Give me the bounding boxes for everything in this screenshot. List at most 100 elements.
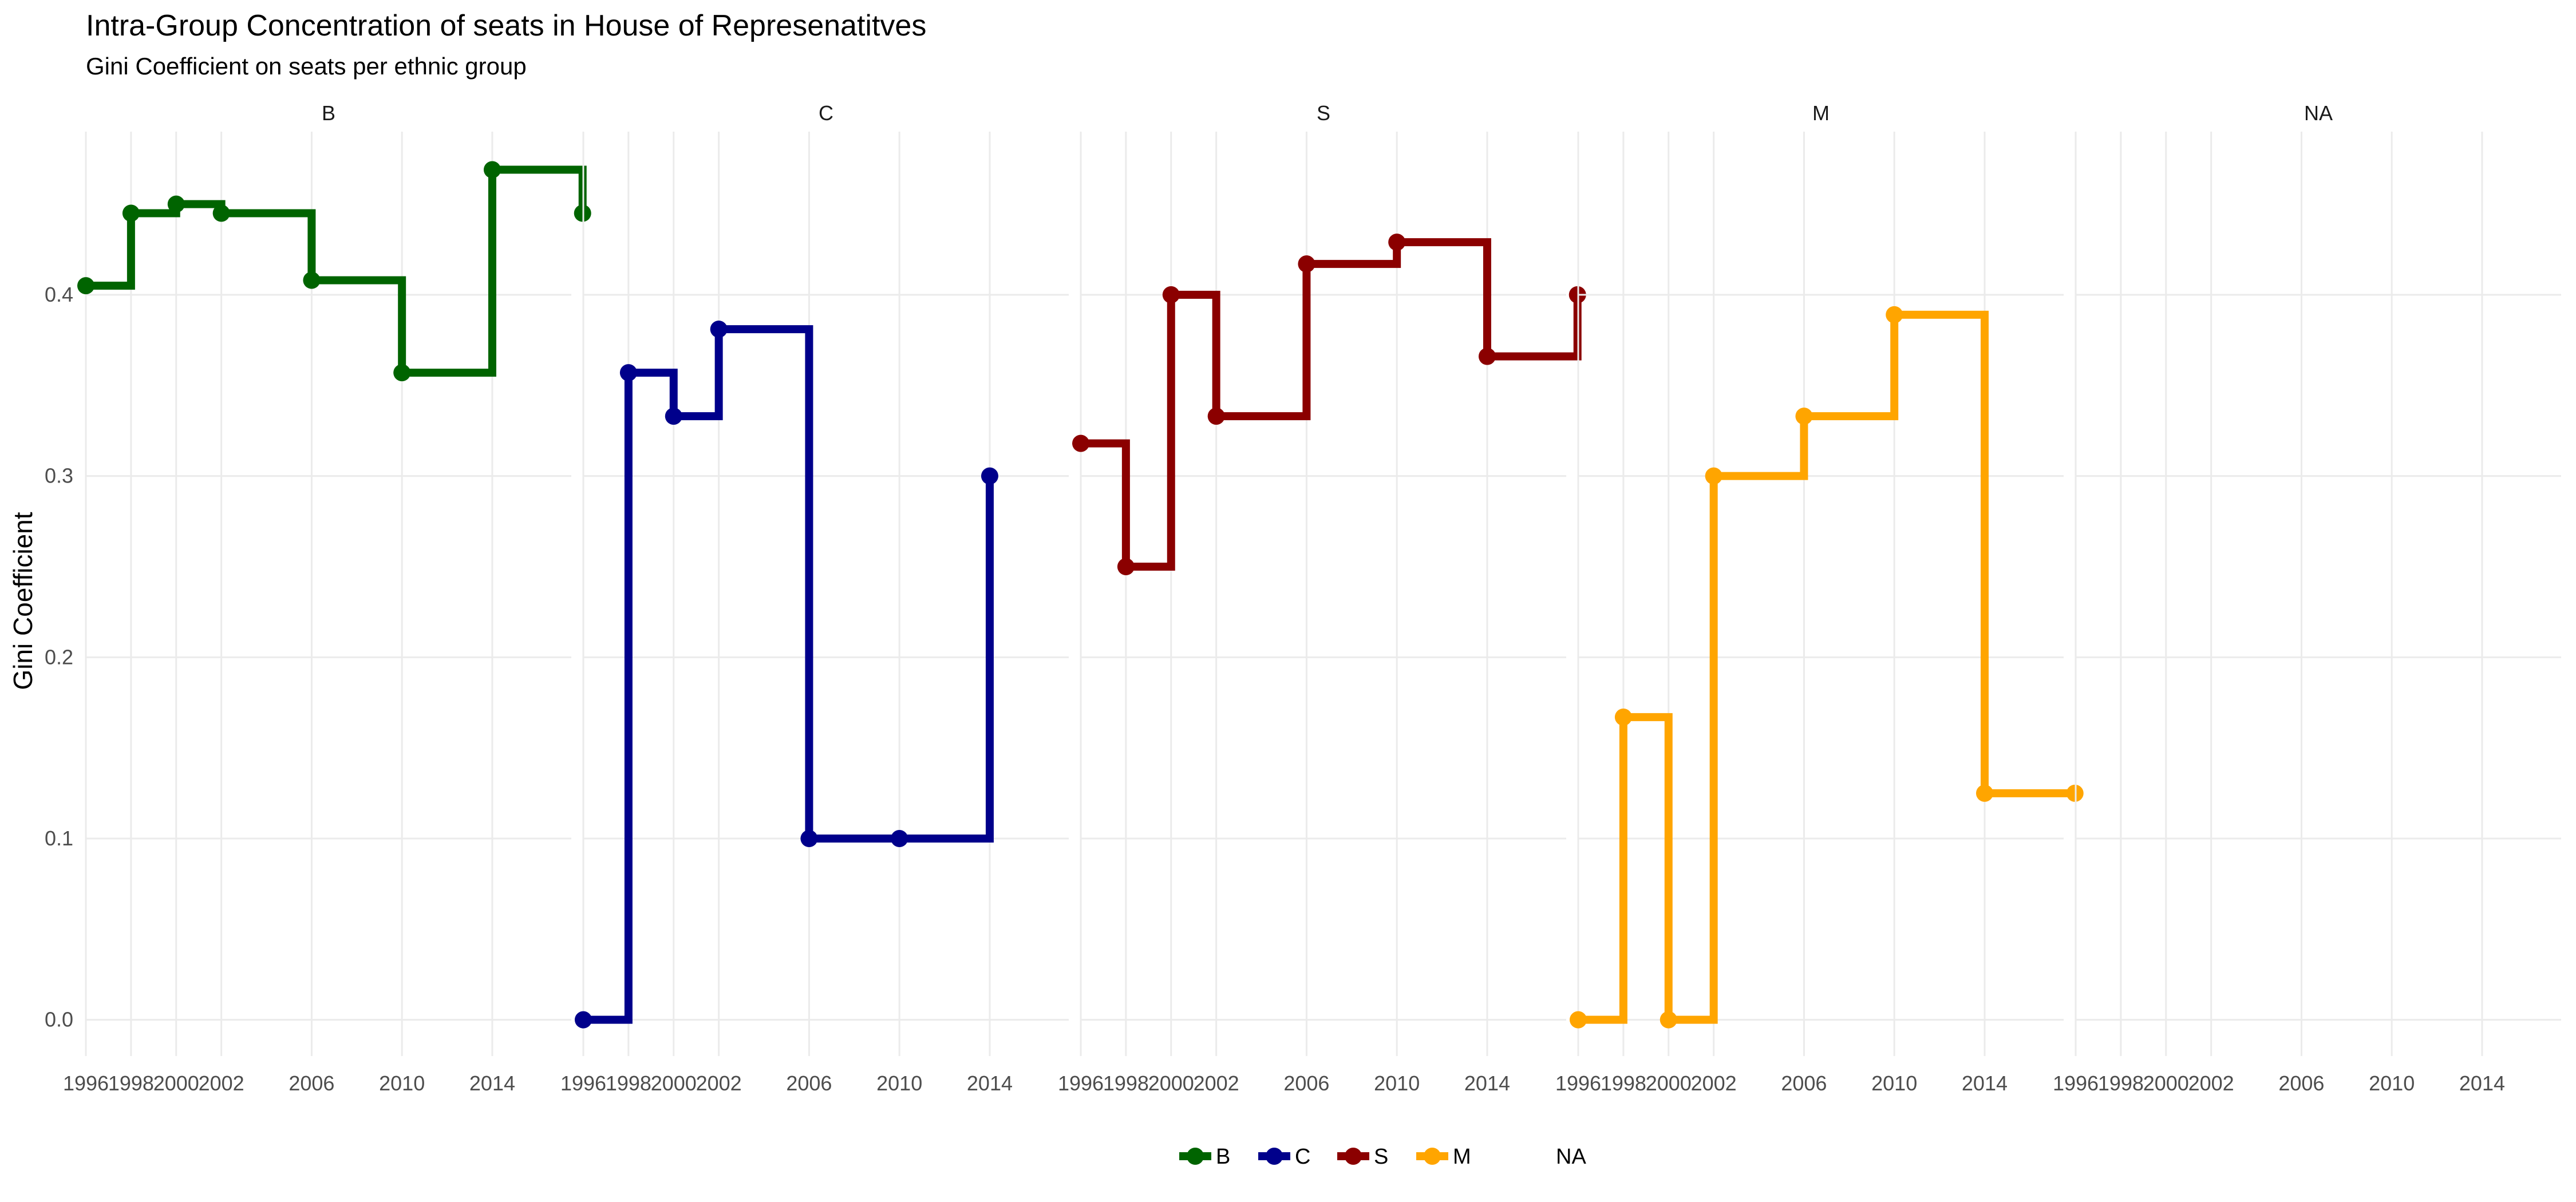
data-point xyxy=(393,364,411,382)
legend-item-m: M xyxy=(1416,1145,1471,1169)
data-point xyxy=(303,271,321,289)
y-tick-label: 0.3 xyxy=(45,464,73,488)
y-tick-label: 0.0 xyxy=(45,1008,73,1031)
y-axis-label: Gini Coefficient xyxy=(8,512,38,690)
x-tick-label: 2002 xyxy=(1194,1071,1239,1095)
legend-item-s: S xyxy=(1337,1145,1388,1169)
data-point xyxy=(575,1011,592,1029)
series-step-line xyxy=(1578,310,2075,1024)
data-point xyxy=(1478,347,1496,365)
chart-subtitle: Gini Coefficient on seats per ethnic gro… xyxy=(86,53,527,80)
series-step-line xyxy=(1081,238,1582,571)
x-tick-label: 2000 xyxy=(1148,1071,1194,1095)
legend-label: NA xyxy=(1556,1145,1586,1169)
x-tick-label: 2006 xyxy=(2278,1071,2324,1095)
data-point xyxy=(981,467,998,485)
x-tick-label: 2010 xyxy=(2369,1071,2415,1095)
data-point xyxy=(800,830,818,847)
legend-item-c: C xyxy=(1258,1145,1310,1169)
x-tick-label: 2010 xyxy=(1374,1071,1420,1095)
data-point xyxy=(710,321,728,338)
legend-key-point xyxy=(1187,1148,1204,1165)
x-tick-label: 1998 xyxy=(2098,1071,2144,1095)
data-point xyxy=(122,204,140,222)
y-tick-label: 0.1 xyxy=(45,827,73,850)
data-point xyxy=(891,830,908,847)
x-tick-label: 2014 xyxy=(1962,1071,2008,1095)
data-point xyxy=(1162,286,1180,303)
facet-strip-label: S xyxy=(1317,101,1330,125)
data-point xyxy=(1976,784,1993,802)
x-tick-label: 2010 xyxy=(876,1071,922,1095)
legend-label: B xyxy=(1216,1145,1230,1169)
data-point xyxy=(212,204,230,222)
x-tick-label: 1996 xyxy=(1058,1071,1104,1095)
legend-label: S xyxy=(1374,1145,1388,1169)
x-tick-label: 2006 xyxy=(786,1071,832,1095)
x-tick-label: 2010 xyxy=(379,1071,425,1095)
x-tick-label: 2000 xyxy=(1646,1071,1692,1095)
x-tick-label: 1998 xyxy=(108,1071,154,1095)
facet-strip-label: M xyxy=(1812,101,1830,125)
x-tick-label: 1996 xyxy=(63,1071,109,1095)
x-tick-label: 1998 xyxy=(1601,1071,1646,1095)
x-tick-label: 2006 xyxy=(1283,1071,1329,1095)
legend-key-point xyxy=(1266,1148,1283,1165)
data-point xyxy=(1570,1011,1587,1029)
x-tick-label: 2014 xyxy=(2459,1071,2505,1095)
data-point xyxy=(1207,408,1225,425)
data-point xyxy=(483,161,501,179)
facet-strip-label: NA xyxy=(2304,101,2333,125)
legend-item-b: B xyxy=(1179,1145,1230,1169)
data-point xyxy=(1614,708,1632,726)
legend-label: C xyxy=(1295,1145,1310,1169)
legend-key-point xyxy=(1424,1148,1441,1165)
x-tick-label: 2006 xyxy=(1781,1071,1827,1095)
data-point xyxy=(77,277,94,295)
series-step-line xyxy=(583,325,994,1024)
legend-item-na: NA xyxy=(1556,1145,1586,1169)
x-tick-label: 2010 xyxy=(1871,1071,1917,1095)
x-tick-label: 2006 xyxy=(289,1071,334,1095)
data-point xyxy=(1117,558,1135,575)
data-point xyxy=(1705,467,1722,485)
data-point xyxy=(1298,255,1315,273)
x-tick-label: 1998 xyxy=(1103,1071,1149,1095)
x-tick-label: 2014 xyxy=(967,1071,1013,1095)
data-point xyxy=(1795,408,1813,425)
data-point xyxy=(1072,434,1089,452)
x-tick-label: 1996 xyxy=(560,1071,606,1095)
x-tick-label: 2000 xyxy=(153,1071,199,1095)
x-tick-label: 2002 xyxy=(1691,1071,1737,1095)
x-tick-label: 1998 xyxy=(606,1071,651,1095)
x-tick-label: 2014 xyxy=(469,1071,515,1095)
legend: B C S M NA xyxy=(1179,1145,1586,1169)
data-point xyxy=(1886,306,1903,323)
chart-title: Intra-Group Concentration of seats in Ho… xyxy=(86,9,926,42)
series-step-line xyxy=(86,165,587,377)
facet-strip-label: B xyxy=(322,101,335,125)
legend-key-point xyxy=(1345,1148,1362,1165)
data-point xyxy=(619,364,637,382)
data-point xyxy=(1660,1011,1677,1029)
data-point xyxy=(167,195,185,213)
x-tick-label: 2000 xyxy=(2143,1071,2189,1095)
x-tick-label: 2014 xyxy=(1464,1071,1510,1095)
x-tick-label: 1996 xyxy=(1555,1071,1601,1095)
data-point xyxy=(1388,234,1406,251)
x-tick-label: 1996 xyxy=(2053,1071,2099,1095)
data-point xyxy=(665,408,682,425)
legend-label: M xyxy=(1453,1145,1471,1169)
x-tick-label: 2000 xyxy=(651,1071,697,1095)
x-tick-label: 2002 xyxy=(696,1071,742,1095)
y-tick-label: 0.2 xyxy=(45,645,73,669)
x-tick-label: 2002 xyxy=(199,1071,244,1095)
x-tick-label: 2002 xyxy=(2188,1071,2234,1095)
